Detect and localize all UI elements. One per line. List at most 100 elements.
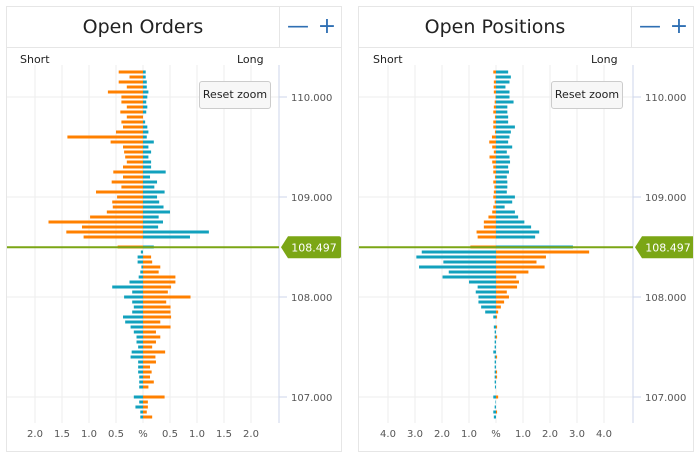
bar-right-orange[interactable] (496, 295, 509, 299)
bar-right-blue[interactable] (143, 145, 149, 149)
bar-right-blue[interactable] (143, 225, 159, 229)
bar-left-orange[interactable] (121, 185, 143, 189)
bar-left-blue[interactable] (493, 325, 496, 329)
bar-right-blue[interactable] (496, 160, 511, 164)
bar-left-orange[interactable] (494, 100, 496, 104)
bar-left-orange[interactable] (476, 230, 496, 234)
bar-right-blue[interactable] (496, 150, 507, 154)
bar-left-blue[interactable] (112, 285, 143, 289)
bar-left-orange[interactable] (493, 70, 496, 74)
bar-left-orange[interactable] (495, 95, 496, 99)
bar-right-blue[interactable] (496, 175, 507, 179)
bar-left-orange[interactable] (493, 170, 496, 174)
bar-right-blue[interactable] (496, 170, 509, 174)
bar-right-orange[interactable] (143, 300, 167, 304)
bar-right-blue[interactable] (496, 205, 505, 209)
bar-right-orange[interactable] (496, 335, 498, 339)
bar-right-blue[interactable] (496, 125, 515, 129)
bar-left-orange[interactable] (48, 220, 144, 224)
bar-left-blue[interactable] (478, 300, 496, 304)
zoom-out-button[interactable]: — (287, 14, 309, 39)
bar-right-orange[interactable] (496, 355, 498, 359)
bar-left-orange[interactable] (123, 175, 143, 179)
bar-left-orange[interactable] (121, 100, 143, 104)
bar-left-blue[interactable] (132, 290, 143, 294)
bar-right-orange[interactable] (496, 325, 498, 329)
reset-zoom-button[interactable]: Reset zoom (199, 81, 271, 109)
bar-right-blue[interactable] (143, 190, 165, 194)
bar-left-blue[interactable] (123, 315, 143, 319)
bar-right-orange[interactable] (496, 410, 498, 414)
bar-left-blue[interactable] (132, 300, 143, 304)
bar-right-blue[interactable] (496, 75, 511, 79)
bar-left-blue[interactable] (494, 375, 496, 379)
bar-left-orange[interactable] (492, 145, 496, 149)
bar-left-blue[interactable] (493, 350, 496, 354)
bar-left-blue[interactable] (495, 400, 496, 404)
bar-right-blue[interactable] (143, 220, 163, 224)
bar-right-blue[interactable] (496, 180, 508, 184)
bar-right-blue[interactable] (496, 215, 519, 219)
bar-left-blue[interactable] (494, 340, 496, 344)
bar-right-blue[interactable] (496, 140, 509, 144)
bar-left-blue[interactable] (419, 265, 496, 269)
bar-right-blue[interactable] (143, 150, 152, 154)
bar-left-blue[interactable] (448, 270, 496, 274)
bar-left-blue[interactable] (139, 380, 143, 384)
bar-left-blue[interactable] (443, 260, 496, 264)
bar-left-orange[interactable] (118, 80, 143, 84)
bar-right-blue[interactable] (496, 80, 510, 84)
bar-right-orange[interactable] (496, 375, 498, 379)
bar-left-blue[interactable] (129, 280, 144, 284)
bar-right-orange[interactable] (143, 265, 161, 269)
bar-left-blue[interactable] (477, 285, 496, 289)
bar-right-blue[interactable] (143, 215, 159, 219)
bar-left-orange[interactable] (124, 150, 143, 154)
bar-left-orange[interactable] (492, 210, 496, 214)
bar-right-orange[interactable] (496, 280, 519, 284)
bar-left-blue[interactable] (131, 350, 143, 354)
bar-left-blue[interactable] (140, 415, 143, 419)
bar-right-blue[interactable] (496, 70, 509, 74)
bar-left-orange[interactable] (493, 90, 496, 94)
bar-right-orange[interactable] (496, 255, 546, 259)
bar-left-orange[interactable] (126, 105, 143, 109)
bar-left-blue[interactable] (493, 410, 496, 414)
bar-left-orange[interactable] (488, 215, 496, 219)
bar-left-orange[interactable] (83, 235, 143, 239)
bar-right-orange[interactable] (143, 255, 152, 259)
bar-left-blue[interactable] (137, 255, 143, 259)
bar-left-orange[interactable] (117, 195, 143, 199)
bar-left-blue[interactable] (494, 365, 496, 369)
bar-right-blue[interactable] (143, 95, 148, 99)
bar-left-orange[interactable] (123, 125, 143, 129)
bar-left-blue[interactable] (493, 315, 496, 319)
bar-right-orange[interactable] (143, 350, 166, 354)
bar-left-blue[interactable] (140, 250, 143, 254)
bar-left-orange[interactable] (493, 150, 496, 154)
bar-right-blue[interactable] (496, 95, 510, 99)
bar-right-blue[interactable] (143, 110, 147, 114)
bar-left-orange[interactable] (483, 220, 496, 224)
bar-left-orange[interactable] (118, 70, 143, 74)
bar-right-orange[interactable] (143, 320, 161, 324)
bar-left-blue[interactable] (442, 275, 496, 279)
bar-left-blue[interactable] (416, 255, 496, 259)
bar-left-blue[interactable] (138, 365, 143, 369)
bar-right-blue[interactable] (496, 155, 510, 159)
bar-right-blue[interactable] (496, 195, 515, 199)
bar-left-orange[interactable] (106, 210, 143, 214)
bar-left-blue[interactable] (138, 360, 143, 364)
bar-right-blue[interactable] (143, 205, 164, 209)
bar-right-blue[interactable] (143, 170, 166, 174)
bar-right-blue[interactable] (143, 80, 147, 84)
bar-left-blue[interactable] (138, 275, 143, 279)
bar-left-orange[interactable] (494, 130, 496, 134)
bar-right-orange[interactable] (143, 365, 151, 369)
bar-right-blue[interactable] (496, 85, 506, 89)
open-positions-chart[interactable]: 110.000 109.000 108.000 107.000 4.0 3.0 2.0 1.0… (359, 7, 693, 451)
bar-right-blue[interactable] (143, 70, 146, 74)
zoom-in-button[interactable]: + (317, 14, 337, 39)
bar-right-blue[interactable] (143, 85, 147, 89)
bar-right-blue[interactable] (496, 115, 509, 119)
